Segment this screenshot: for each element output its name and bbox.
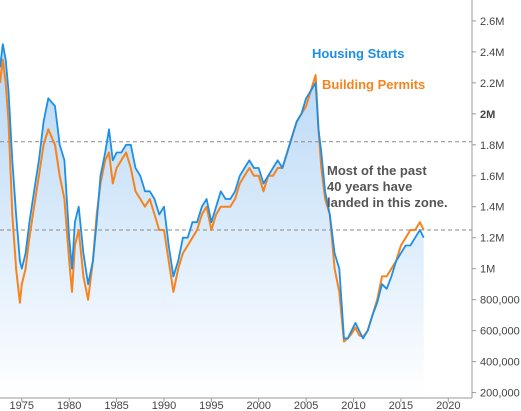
x-tick-label: 1980 [57,400,81,411]
y-tick-label: 1.4M [480,202,504,214]
y-tick-label: 1.2M [480,233,504,245]
legend-housing-starts: Housing Starts [312,46,404,61]
y-tick-label: 600,000 [480,326,520,338]
legend-building-permits: Building Permits [322,77,425,92]
annotation-line-1: Most of the past [327,163,427,178]
x-tick-label: 1975 [10,400,34,411]
housing-starts-line [0,43,425,340]
y-tick-label: 800,000 [480,295,520,307]
x-tick-label: 2005 [294,400,318,411]
annotation: Most of the past 40 years have landed in… [327,163,448,210]
x-tick-label: 1985 [104,400,128,411]
y-tick-label: 400,000 [480,357,520,369]
y-tick-label: 2.2M [480,78,504,90]
y-axis-ticks: 200,000 400,000 600,000 800,000 1M 1.2M 1.4M 1.… [472,16,520,400]
annotation-line-2: 40 years have [327,179,412,194]
plot-area [0,43,472,398]
x-tick-label: 1995 [199,400,223,411]
y-tick-label: 2.4M [480,47,504,59]
y-tick-label: 1.6M [480,171,504,183]
x-tick-label: 2020 [436,400,460,411]
x-axis-ticks: 1975 1980 1985 1990 1995 2000 2005 2010 2015 2020 [10,398,461,411]
building-permits-line [0,58,425,343]
y-tick-label: 2.6M [480,16,504,28]
y-tick-label: 1M [480,264,495,276]
x-tick-label: 2010 [341,400,365,411]
x-tick-label: 2000 [247,400,271,411]
y-tick-label: 2M [480,109,495,121]
y-tick-label: 200,000 [480,388,520,400]
x-tick-label: 1990 [152,400,176,411]
y-tick-label: 1.8M [480,140,504,152]
annotation-line-3: landed in this zone. [327,195,448,210]
x-tick-label: 2015 [389,400,413,411]
